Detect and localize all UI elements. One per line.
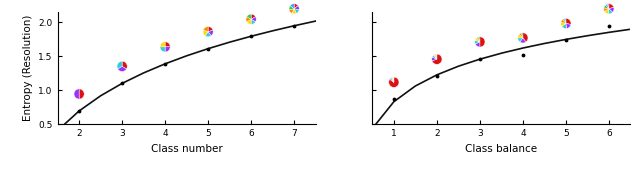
Wedge shape	[160, 47, 165, 52]
Wedge shape	[74, 89, 79, 99]
Wedge shape	[475, 38, 480, 42]
Wedge shape	[251, 19, 255, 24]
Wedge shape	[523, 33, 528, 42]
Wedge shape	[391, 78, 394, 82]
Wedge shape	[251, 17, 256, 22]
Wedge shape	[432, 57, 437, 61]
Wedge shape	[160, 42, 165, 47]
Wedge shape	[604, 8, 609, 12]
Wedge shape	[294, 6, 300, 10]
Wedge shape	[246, 17, 251, 22]
Wedge shape	[518, 38, 523, 42]
Wedge shape	[246, 19, 251, 24]
Wedge shape	[562, 23, 566, 29]
Wedge shape	[392, 77, 394, 82]
Wedge shape	[290, 4, 294, 9]
Y-axis label: Entropy (Resolution): Entropy (Resolution)	[23, 15, 33, 121]
Wedge shape	[566, 23, 571, 29]
Wedge shape	[208, 30, 213, 36]
Wedge shape	[563, 19, 566, 23]
Wedge shape	[607, 4, 609, 9]
Wedge shape	[208, 27, 213, 32]
Wedge shape	[604, 5, 609, 9]
Wedge shape	[561, 22, 566, 27]
Wedge shape	[251, 14, 255, 19]
Wedge shape	[609, 7, 614, 12]
Wedge shape	[122, 61, 127, 69]
Wedge shape	[165, 42, 170, 47]
Wedge shape	[388, 77, 399, 87]
Wedge shape	[605, 4, 609, 9]
Wedge shape	[435, 54, 437, 59]
Wedge shape	[475, 40, 480, 44]
Wedge shape	[117, 61, 122, 69]
Wedge shape	[294, 9, 299, 13]
Wedge shape	[520, 38, 526, 43]
Wedge shape	[393, 77, 394, 82]
Wedge shape	[518, 34, 523, 38]
Wedge shape	[519, 33, 523, 38]
Wedge shape	[564, 18, 566, 23]
Wedge shape	[605, 9, 609, 14]
Wedge shape	[561, 19, 566, 23]
Wedge shape	[205, 32, 211, 37]
Wedge shape	[608, 9, 612, 14]
X-axis label: Class balance: Class balance	[465, 143, 538, 154]
Wedge shape	[118, 66, 127, 71]
Wedge shape	[165, 47, 170, 52]
Wedge shape	[522, 33, 523, 38]
Wedge shape	[566, 18, 571, 24]
Wedge shape	[289, 6, 294, 10]
Wedge shape	[390, 78, 394, 82]
Wedge shape	[246, 14, 251, 19]
Wedge shape	[434, 54, 437, 59]
Wedge shape	[289, 9, 294, 13]
Wedge shape	[204, 27, 208, 32]
Wedge shape	[79, 89, 84, 99]
Wedge shape	[432, 55, 437, 59]
Wedge shape	[294, 4, 298, 9]
Wedge shape	[480, 37, 485, 47]
Wedge shape	[477, 37, 480, 42]
X-axis label: Class number: Class number	[151, 143, 223, 154]
Wedge shape	[432, 54, 442, 64]
Wedge shape	[476, 42, 480, 47]
Wedge shape	[203, 30, 208, 36]
Wedge shape	[292, 9, 296, 14]
Wedge shape	[478, 37, 480, 42]
Wedge shape	[609, 4, 614, 9]
